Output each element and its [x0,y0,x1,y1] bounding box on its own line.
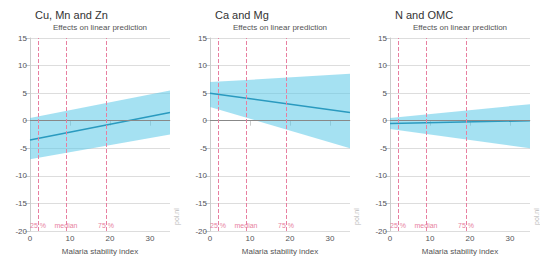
svg-text:30: 30 [506,234,515,243]
svg-text:pol.nl: pol.nl [533,208,540,225]
svg-text:0: 0 [383,116,388,125]
svg-text:5: 5 [23,89,28,98]
svg-text:0: 0 [28,234,33,243]
svg-text:pol.nl: pol.nl [353,208,361,225]
svg-text:-20: -20 [375,227,387,236]
svg-text:median: median [235,222,258,229]
svg-text:-5: -5 [200,144,208,153]
svg-text:Malaria stability index: Malaria stability index [422,247,498,256]
svg-text:-10: -10 [15,171,27,180]
svg-text:5: 5 [383,89,388,98]
svg-text:0: 0 [388,234,393,243]
svg-text:Cu, Mn and Zn: Cu, Mn and Zn [35,9,108,21]
svg-text:75 %: 75 % [278,222,294,229]
svg-text:-20: -20 [15,227,27,236]
svg-text:-15: -15 [15,199,27,208]
svg-text:10: 10 [246,234,255,243]
svg-text:25 %: 25 % [30,222,46,229]
svg-text:5: 5 [203,89,208,98]
svg-text:median: median [415,222,438,229]
svg-text:10: 10 [378,61,387,70]
svg-text:Malaria stability index: Malaria stability index [242,247,318,256]
svg-text:N and OMC: N and OMC [395,9,453,21]
svg-text:-5: -5 [20,144,28,153]
svg-text:10: 10 [18,61,27,70]
svg-text:30: 30 [326,234,335,243]
svg-text:20: 20 [106,234,115,243]
svg-text:-10: -10 [375,171,387,180]
svg-text:median: median [55,222,78,229]
svg-text:pol.nl: pol.nl [173,208,181,225]
svg-text:25 %: 25 % [210,222,226,229]
svg-text:0: 0 [203,116,208,125]
svg-text:20: 20 [466,234,475,243]
svg-text:Effects on linear prediction: Effects on linear prediction [233,23,327,32]
svg-text:Effects on linear prediction: Effects on linear prediction [413,23,507,32]
svg-text:Ca and Mg: Ca and Mg [215,9,269,21]
svg-text:15: 15 [18,34,27,43]
svg-text:-15: -15 [375,199,387,208]
svg-text:10: 10 [426,234,435,243]
svg-text:25 %: 25 % [390,222,406,229]
svg-text:30: 30 [146,234,155,243]
svg-text:Malaria stability index: Malaria stability index [62,247,138,256]
svg-text:0: 0 [23,116,28,125]
svg-text:10: 10 [198,61,207,70]
svg-text:-10: -10 [195,171,207,180]
svg-text:20: 20 [286,234,295,243]
svg-text:0: 0 [208,234,213,243]
svg-text:10: 10 [66,234,75,243]
svg-text:15: 15 [198,34,207,43]
svg-text:-5: -5 [380,144,388,153]
svg-text:-15: -15 [195,199,207,208]
svg-text:15: 15 [378,34,387,43]
svg-text:Effects on linear prediction: Effects on linear prediction [53,23,147,32]
svg-text:-20: -20 [195,227,207,236]
svg-text:75 %: 75 % [458,222,474,229]
svg-text:75 %: 75 % [98,222,114,229]
